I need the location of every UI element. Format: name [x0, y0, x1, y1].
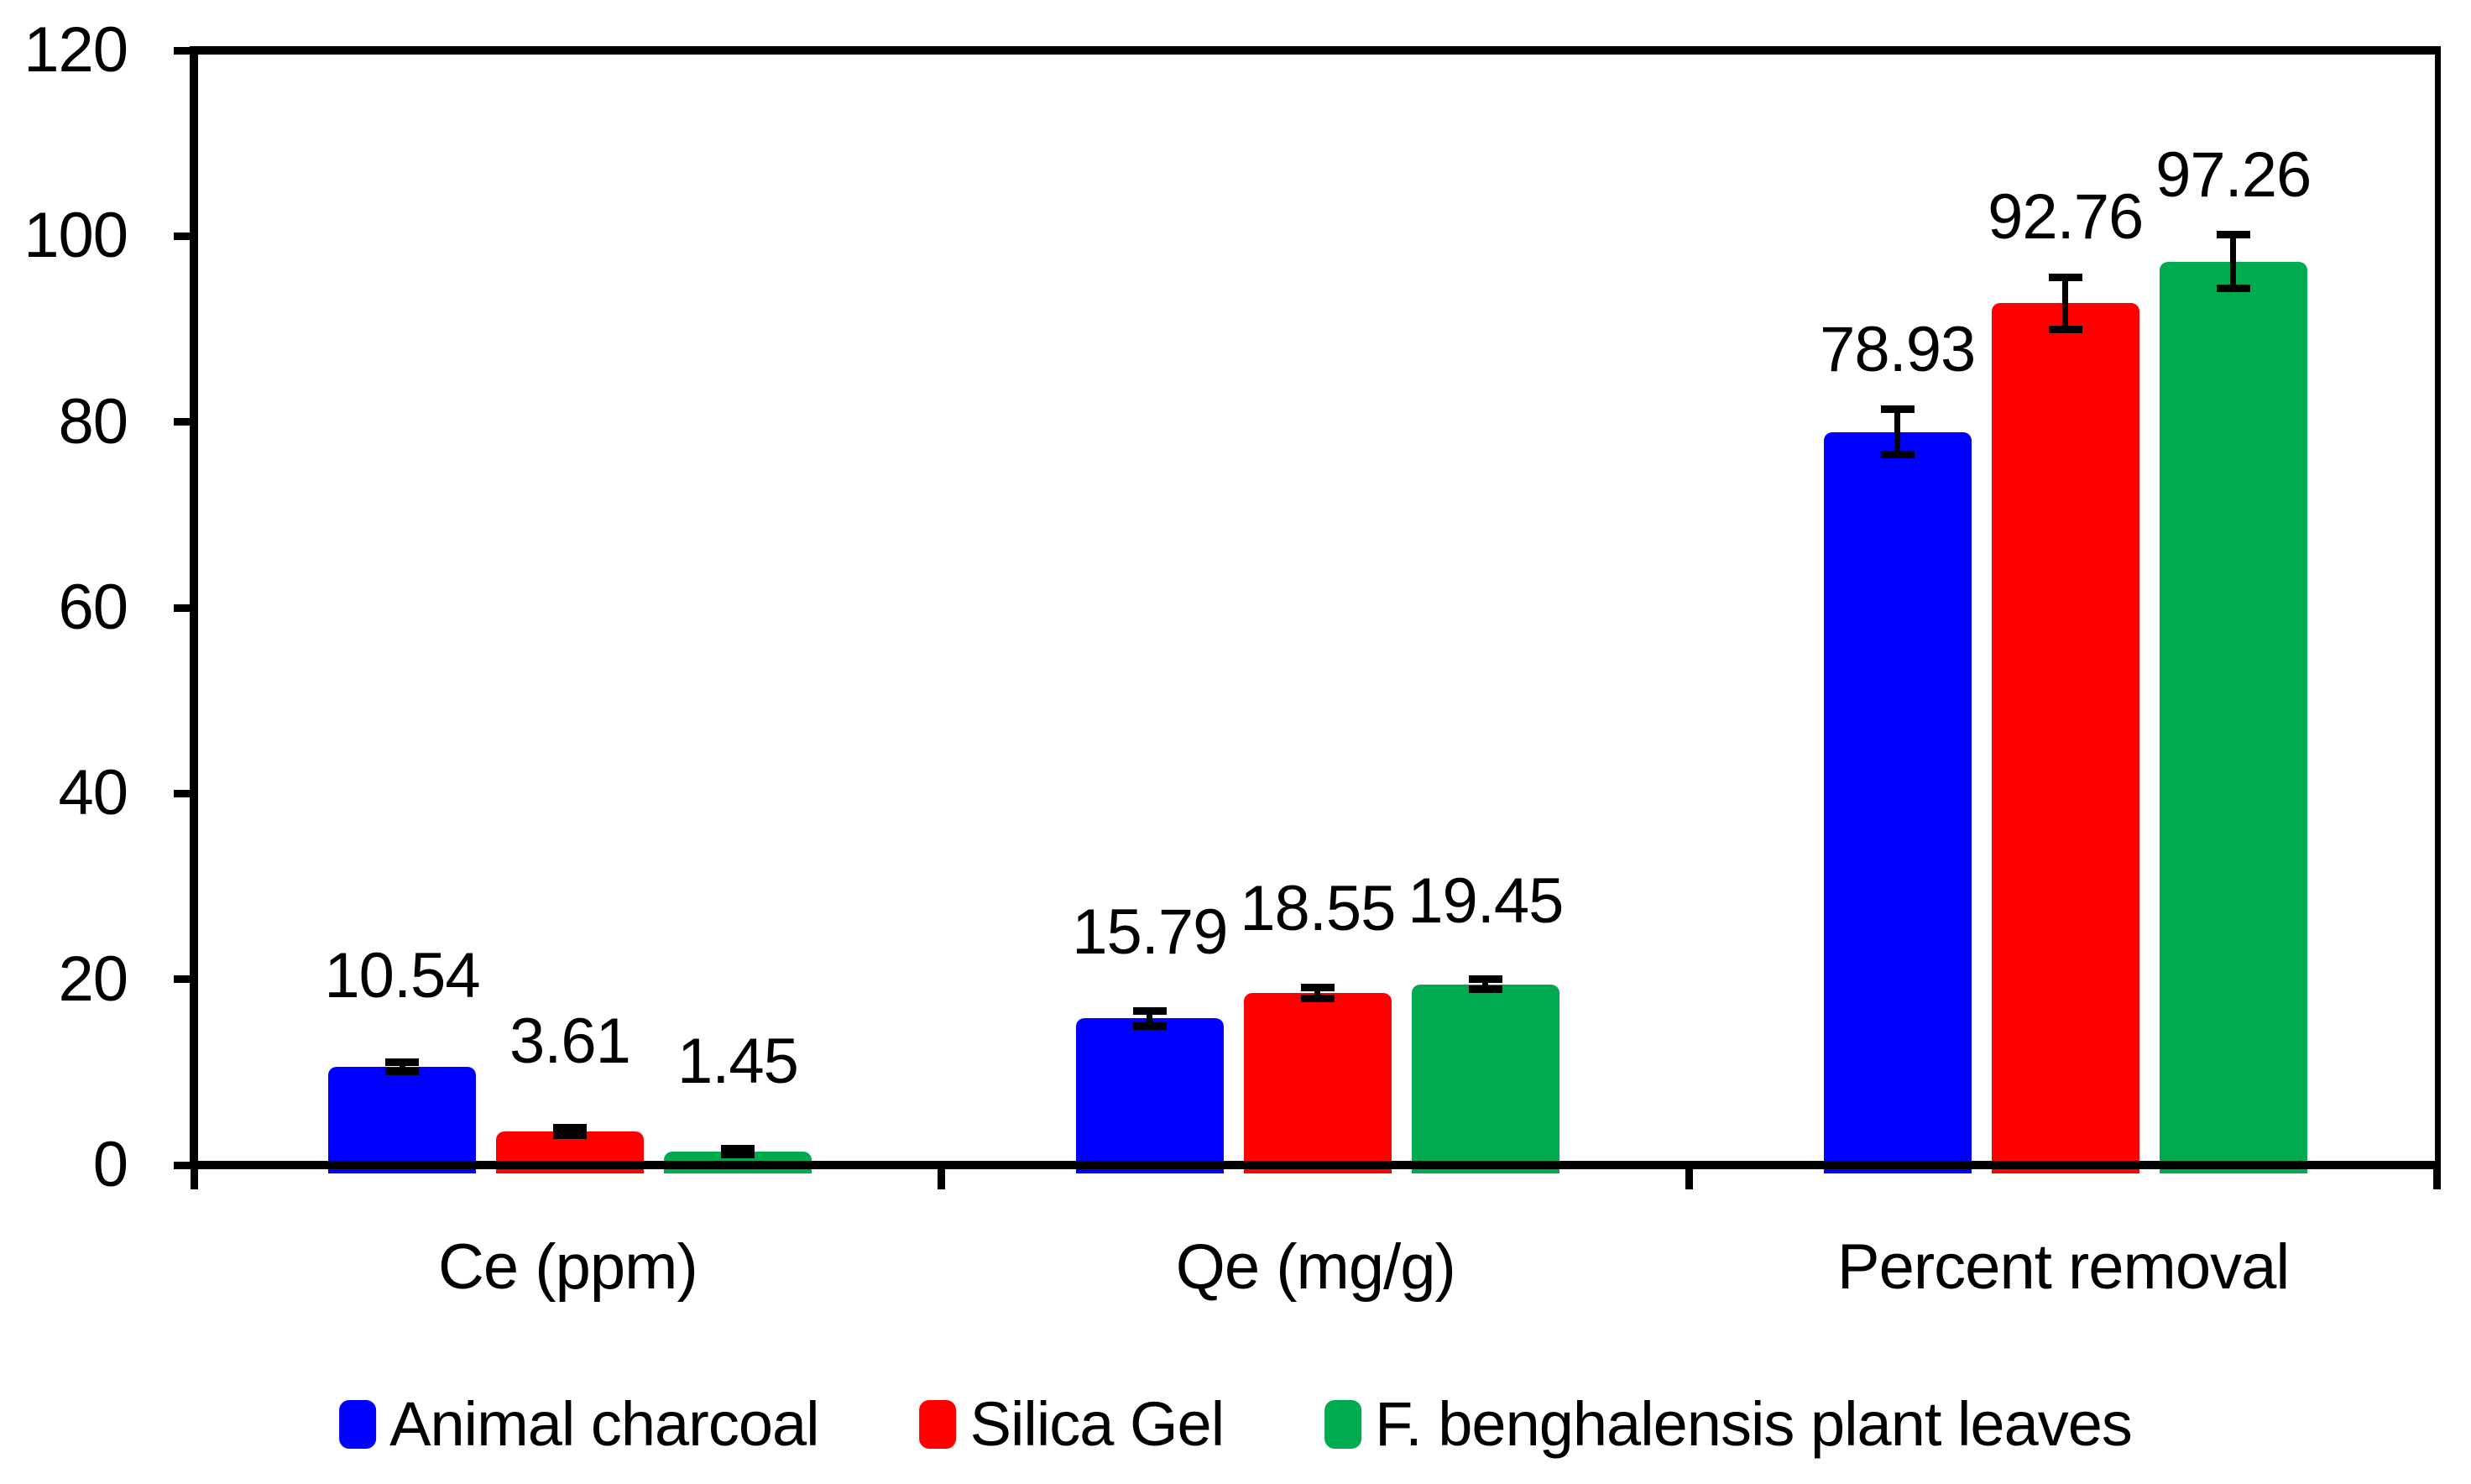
x-axis-tick	[190, 1169, 198, 1189]
error-bar-stem	[1894, 409, 1901, 455]
legend-label: Silica Gel	[969, 1389, 1225, 1459]
category-label: Percent removal	[1836, 1231, 2290, 1303]
y-tick-label: 40	[58, 757, 128, 829]
y-axis-tick	[174, 604, 194, 612]
legend-label: F. benghalensis plant leaves	[1375, 1389, 2133, 1459]
x-axis-tick	[938, 1169, 946, 1189]
bar	[1823, 431, 1972, 1173]
error-bar-stem	[1314, 987, 1321, 999]
x-axis-tick	[1685, 1169, 1694, 1189]
error-bar-cap-top	[1468, 975, 1502, 984]
error-bar-stem	[2062, 277, 2069, 330]
data-label: 18.55	[1240, 873, 1396, 945]
data-label: 78.93	[1820, 313, 1976, 385]
data-label: 92.76	[1988, 181, 2144, 253]
error-bar-cap-top	[2216, 231, 2250, 239]
data-label: 15.79	[1072, 896, 1228, 969]
error-bar-cap-bottom	[385, 1068, 419, 1076]
error-bar-stem	[2230, 234, 2237, 289]
error-bar-stem	[399, 1062, 405, 1072]
y-tick-label: 0	[92, 1129, 128, 1200]
y-tick-label: 120	[24, 14, 128, 86]
y-axis-tick	[174, 975, 194, 984]
error-bar-cap-bottom	[721, 1151, 755, 1159]
error-bar-stem	[1147, 1011, 1153, 1027]
data-label: 3.61	[509, 1005, 631, 1077]
y-tick-label: 60	[58, 572, 128, 643]
y-tick-label: 80	[58, 385, 128, 457]
bar	[1243, 992, 1392, 1173]
y-axis-tick	[174, 46, 194, 55]
bar	[1411, 984, 1559, 1173]
legend-entry: Silica Gel	[919, 1387, 1225, 1462]
legend-swatch	[339, 1400, 377, 1449]
error-bar-cap-bottom	[1468, 985, 1502, 994]
error-bar-cap-top	[1300, 983, 1335, 991]
data-label: 19.45	[1408, 865, 1564, 937]
legend-entry: F. benghalensis plant leaves	[1324, 1387, 2133, 1462]
data-label: 1.45	[677, 1026, 799, 1098]
error-bar-cap-top	[721, 1144, 755, 1152]
y-tick-label: 100	[24, 200, 128, 272]
error-bar-cap-bottom	[1880, 450, 1915, 458]
error-bar-cap-top	[385, 1058, 419, 1067]
error-bar-cap-top	[1880, 405, 1915, 414]
y-axis-tick	[174, 1161, 194, 1169]
y-axis-tick	[174, 418, 194, 426]
legend-swatch	[919, 1400, 957, 1449]
legend: Animal charcoal Silica Gel F. benghalensis…	[339, 1387, 2133, 1462]
error-bar-cap-bottom	[1300, 994, 1335, 1002]
category-label: Qe (mg/g)	[1175, 1231, 1456, 1303]
error-bar-cap-bottom	[1132, 1022, 1167, 1030]
bar	[328, 1067, 476, 1173]
y-axis-tick	[174, 232, 194, 240]
legend-entry: Animal charcoal	[339, 1387, 820, 1462]
legend-swatch	[1324, 1400, 1362, 1449]
error-bar-stem	[1482, 979, 1489, 990]
error-bar-cap-bottom	[2048, 325, 2082, 333]
y-axis-tick	[174, 789, 194, 797]
category-label: Ce (ppm)	[438, 1231, 698, 1303]
error-bar-cap-top	[2048, 273, 2082, 281]
bar	[1991, 303, 2139, 1173]
y-tick-label: 20	[58, 943, 128, 1015]
legend-label: Animal charcoal	[389, 1389, 819, 1459]
data-label: 97.26	[2155, 138, 2312, 211]
error-bar-cap-bottom	[553, 1131, 587, 1139]
bar	[1075, 1018, 1224, 1173]
data-label: 10.54	[324, 939, 480, 1011]
error-bar-cap-top	[1132, 1006, 1167, 1015]
x-axis-tick	[2433, 1169, 2441, 1189]
bar	[2159, 261, 2307, 1173]
error-bar-cap-bottom	[2216, 285, 2250, 293]
error-bar-cap-top	[553, 1124, 587, 1132]
